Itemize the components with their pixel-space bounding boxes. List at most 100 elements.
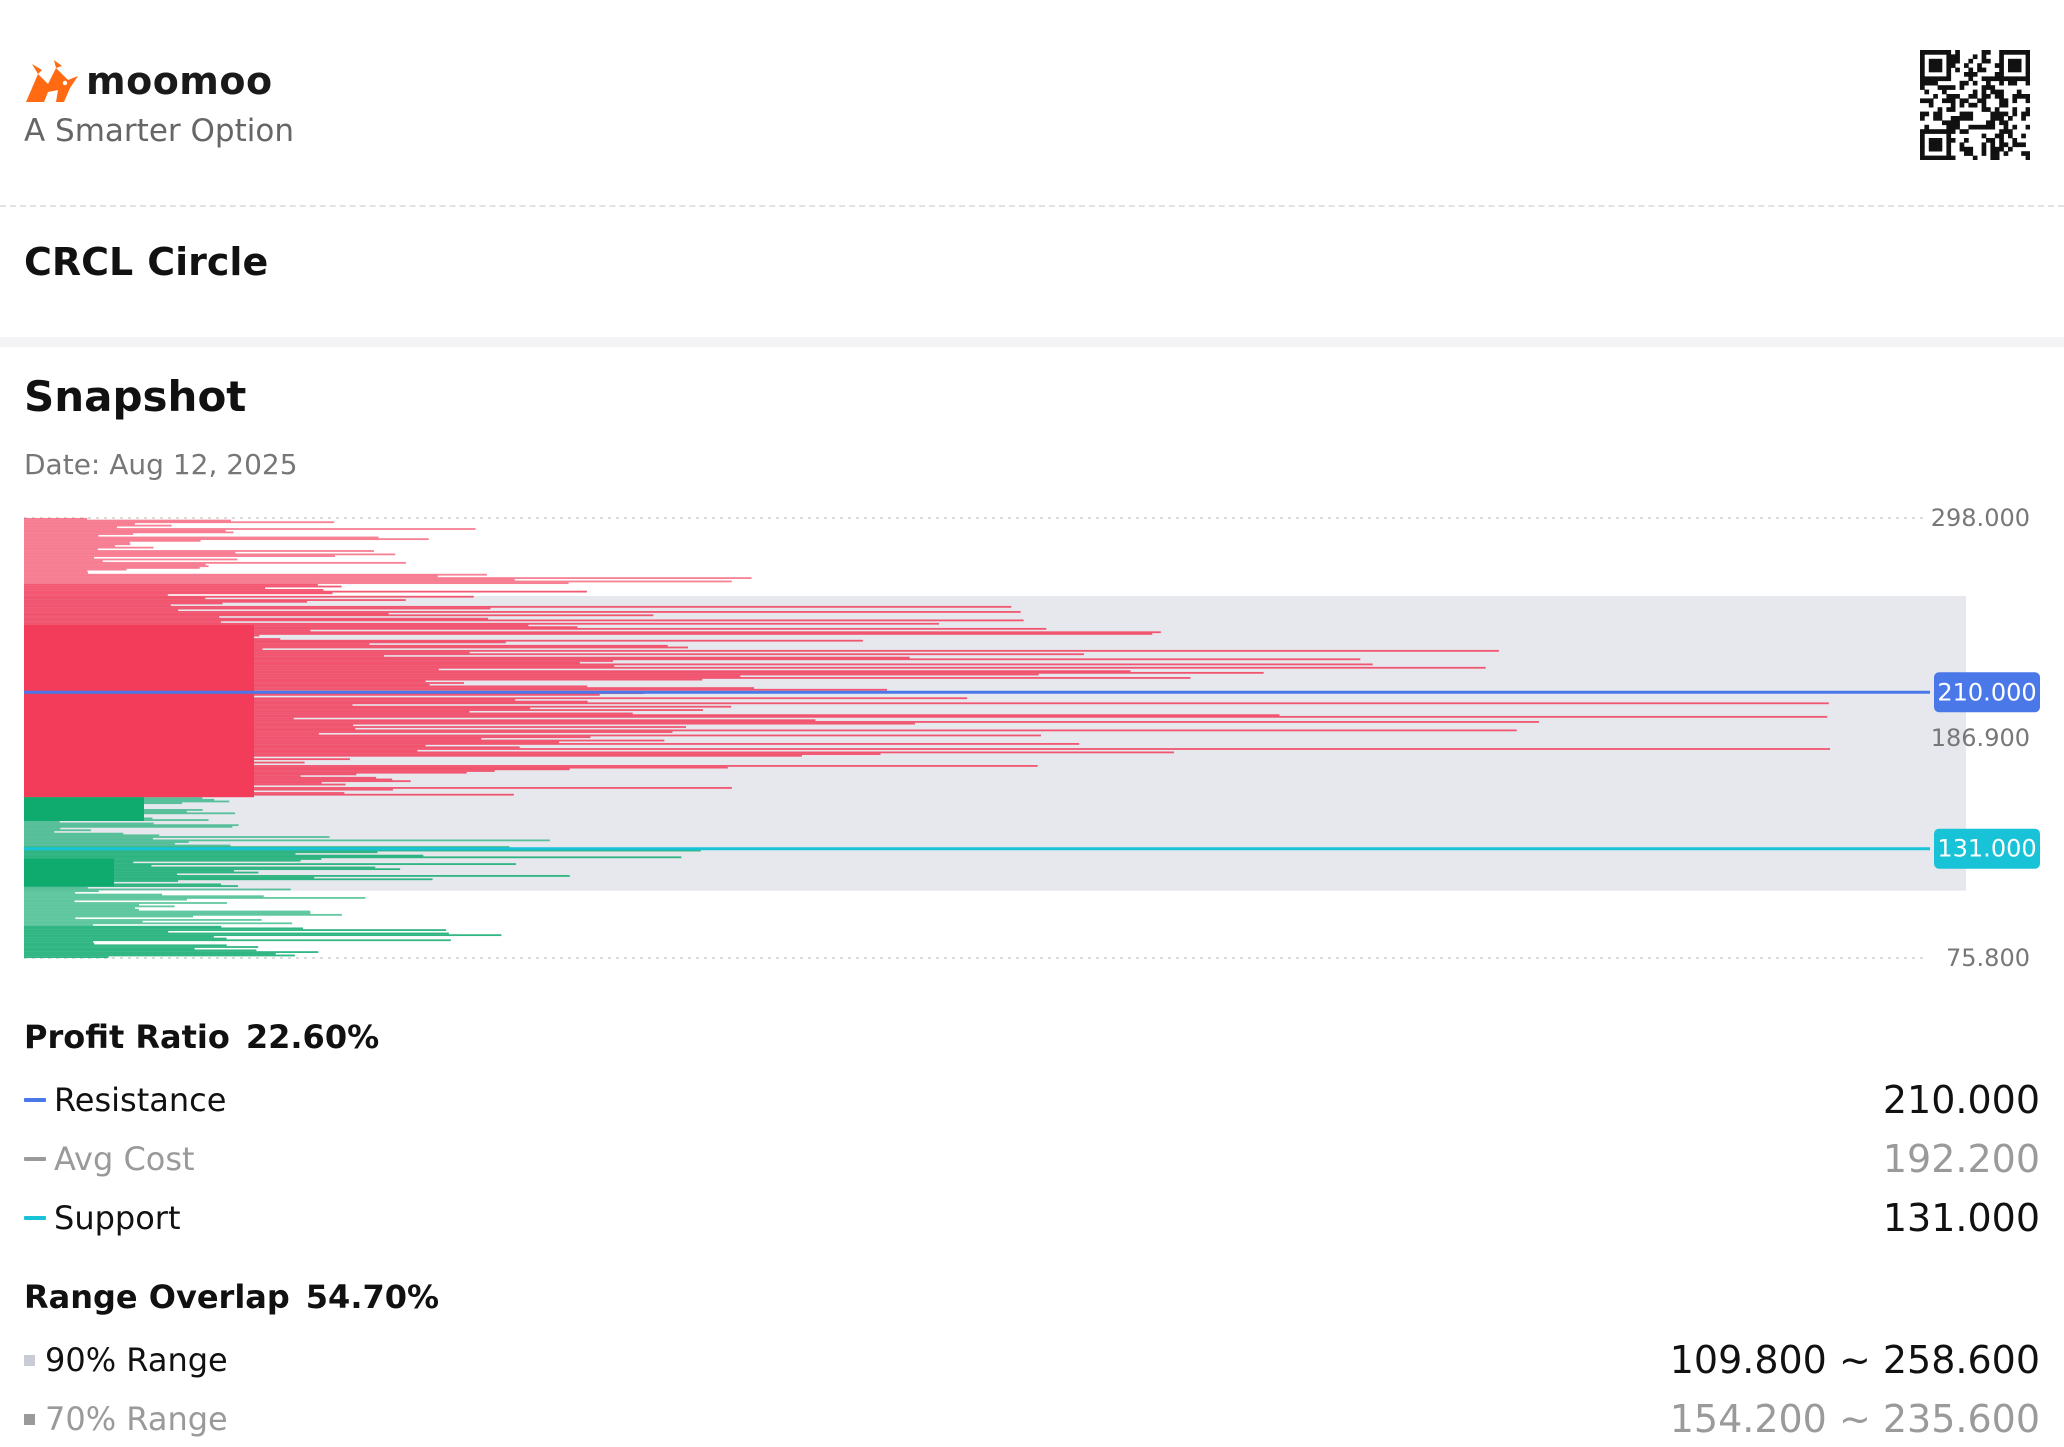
chip-bar xyxy=(24,602,223,605)
chip-bar xyxy=(24,891,76,894)
y-axis-label: 298.000 xyxy=(1931,504,2030,532)
range90-label: 90% Range xyxy=(45,1341,228,1379)
support-value: 131.000 xyxy=(1882,1196,2040,1240)
chip-bar xyxy=(24,688,888,691)
chip-bar xyxy=(24,665,615,667)
chip-bar xyxy=(24,677,1191,679)
chip-bar xyxy=(24,869,234,872)
chip-bar xyxy=(24,934,502,937)
chip-bar xyxy=(24,715,1828,718)
chip-bar xyxy=(24,641,506,644)
chip-bar xyxy=(24,942,95,945)
chip-bar xyxy=(24,521,335,524)
resistance-line-icon xyxy=(24,1098,46,1102)
chip-bar xyxy=(24,902,228,904)
chip-bar xyxy=(24,939,451,942)
y-axis-label: 186.900 xyxy=(1931,724,2030,752)
range70-square-icon xyxy=(24,1413,35,1425)
chip-bar xyxy=(24,917,76,920)
chip-bar xyxy=(24,697,968,700)
chip-bar xyxy=(24,539,201,542)
chip-bar xyxy=(24,702,1829,705)
chip-bar xyxy=(24,922,293,925)
profit-ratio: Profit Ratio 22.60% xyxy=(24,1018,379,1056)
chip-bar xyxy=(24,589,324,591)
chip-bar xyxy=(24,925,222,928)
chip-bar xyxy=(24,768,570,771)
chip-bar xyxy=(24,932,449,935)
chip-bar xyxy=(24,519,232,522)
chip-bar xyxy=(24,952,276,955)
chip-bar xyxy=(24,526,117,529)
chip-bar xyxy=(24,739,665,742)
chip-bar xyxy=(24,594,168,596)
resistance-badge xyxy=(1934,672,2040,713)
chip-bar xyxy=(24,935,214,938)
chip-bar xyxy=(24,656,910,659)
resistance-badge-label: 210.000 xyxy=(1937,678,2036,706)
section-divider xyxy=(0,337,2064,347)
chip-bar xyxy=(24,556,94,559)
range90-square-icon xyxy=(24,1354,35,1366)
chip-bar xyxy=(24,546,154,549)
avg-cost-label: Avg Cost xyxy=(54,1140,195,1178)
chip-bar xyxy=(24,699,516,701)
chip-bar xyxy=(24,545,116,547)
chip-bar xyxy=(24,858,114,887)
chip-bar xyxy=(24,787,732,789)
chip-bar xyxy=(24,888,291,891)
chip-bar xyxy=(24,927,304,930)
chip-bar xyxy=(24,954,295,957)
chip-bar xyxy=(24,666,1486,669)
chip-bar xyxy=(24,856,682,859)
chip-bar xyxy=(24,582,569,585)
chip-bar xyxy=(24,875,570,877)
chip-bar xyxy=(24,541,130,544)
chip-bar xyxy=(24,820,60,823)
avg-cost-row: Avg Cost 192.200 xyxy=(24,1134,2040,1184)
chip-bar xyxy=(24,572,89,574)
chip-bar xyxy=(24,839,550,842)
chip-bar xyxy=(24,859,301,862)
chip-bar xyxy=(24,660,614,662)
support-badge-label: 131.000 xyxy=(1937,835,2036,863)
chip-bar xyxy=(24,853,296,855)
range90-value: 109.800 ~ 258.600 xyxy=(1669,1338,2040,1382)
chip-bar xyxy=(24,890,99,893)
chip-bar xyxy=(24,907,136,909)
chip-bar xyxy=(24,915,194,918)
chip-bar xyxy=(24,937,227,940)
brand-tagline: A Smarter Option xyxy=(24,113,294,149)
range-overlap: Range Overlap 54.70% xyxy=(24,1278,439,1316)
chip-bar xyxy=(24,524,172,527)
resistance-value: 210.000 xyxy=(1882,1078,2040,1122)
chip-bar xyxy=(24,722,915,725)
chip-bar xyxy=(24,712,633,715)
chip-bar xyxy=(24,567,200,569)
range70-label: 70% Range xyxy=(45,1400,228,1438)
chip-bar xyxy=(24,649,1499,652)
chip-bar xyxy=(24,685,588,688)
chip-bar xyxy=(24,624,254,798)
range70-value: 154.200 ~ 235.600 xyxy=(1669,1397,2040,1441)
chip-bar xyxy=(24,639,863,642)
chip-bar xyxy=(24,748,1831,750)
chip-bar xyxy=(24,903,139,906)
chip-bar xyxy=(24,633,1153,635)
chip-bar xyxy=(24,531,234,534)
chip-bar xyxy=(24,644,668,647)
qr-code-icon xyxy=(1920,50,2030,160)
chip-bar xyxy=(24,573,487,576)
chip-bar xyxy=(24,624,529,627)
chip-bar xyxy=(24,754,802,757)
chip-bar xyxy=(24,565,209,568)
range70-row: 70% Range 154.200 ~ 235.600 xyxy=(24,1394,2040,1444)
chip-bar xyxy=(24,913,342,916)
chip-bar xyxy=(24,658,1361,661)
chip-bar xyxy=(24,533,134,535)
chip-bar xyxy=(24,871,259,874)
chip-bar xyxy=(24,592,333,595)
chip-bar xyxy=(24,919,262,921)
chip-bar xyxy=(24,947,195,950)
chip-bar xyxy=(24,590,587,593)
